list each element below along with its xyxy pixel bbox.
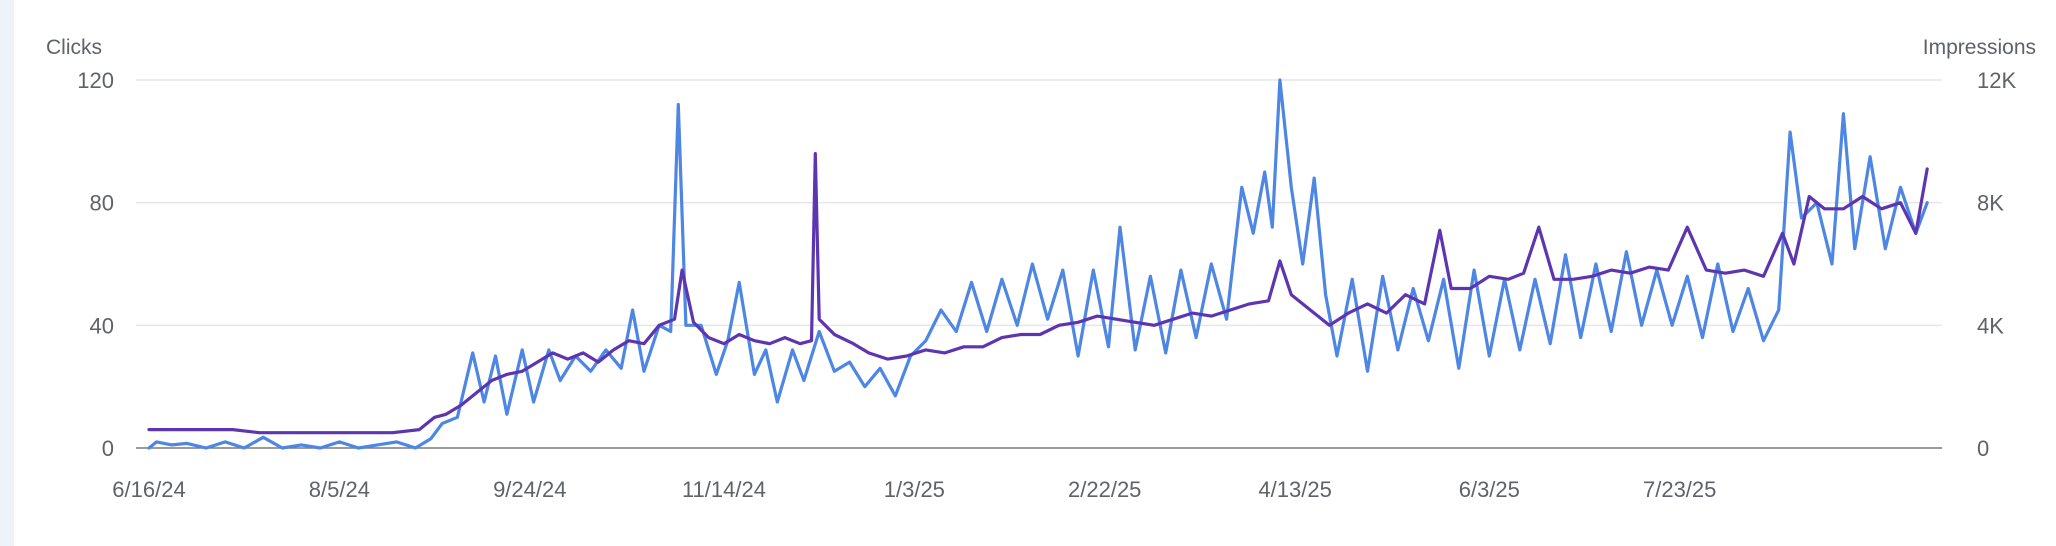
- y-right-ticks: 0 4K 8K 12K: [1977, 68, 2016, 461]
- performance-chart: Clicks Impressions 0 40 80 120 0 4K 8K 12K 6/1…: [46, 36, 2036, 502]
- y-left-tick-label: 40: [90, 313, 114, 338]
- y-left-tick-label: 0: [102, 436, 114, 461]
- y-right-tick-label: 4K: [1977, 313, 2004, 338]
- y-left-tick-label: 80: [90, 191, 114, 216]
- series-lines: [147, 78, 1929, 450]
- y-right-axis-title: Impressions: [1923, 36, 2036, 59]
- performance-chart-card: Clicks Impressions 0 40 80 120 0 4K 8K 12K 6/1…: [14, 0, 2056, 546]
- x-tick-label: 11/14/24: [682, 477, 766, 502]
- series-line-clicks: [147, 152, 1929, 435]
- x-tick-label: 6/3/25: [1459, 477, 1520, 502]
- x-tick-label: 1/3/25: [884, 477, 945, 502]
- x-axis-ticks: 6/16/24 8/5/24 9/24/24 11/14/24 1/3/25 2/22/2…: [112, 477, 1716, 502]
- x-tick-label: 7/23/25: [1643, 477, 1716, 502]
- y-right-tick-label: 12K: [1977, 68, 2016, 93]
- y-left-axis-title: Clicks: [46, 36, 102, 59]
- x-tick-label: 2/22/25: [1068, 477, 1141, 502]
- y-left-ticks: 0 40 80 120: [77, 68, 114, 461]
- y-left-tick-label: 120: [77, 68, 114, 93]
- y-right-tick-label: 0: [1977, 436, 1989, 461]
- x-tick-label: 9/24/24: [493, 477, 566, 502]
- x-tick-label: 8/5/24: [309, 477, 370, 502]
- x-tick-label: 4/13/25: [1258, 477, 1331, 502]
- y-right-tick-label: 8K: [1977, 191, 2004, 216]
- x-tick-label: 6/16/24: [112, 477, 185, 502]
- series-line-impressions: [147, 78, 1929, 450]
